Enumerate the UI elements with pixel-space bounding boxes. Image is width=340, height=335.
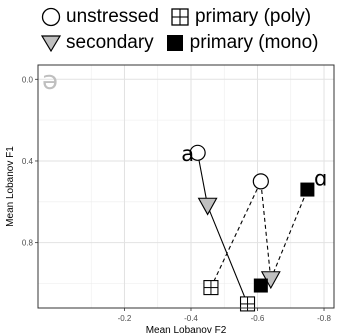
grid-lines [38,65,334,308]
legend-label-primary-mono: primary (mono) [189,32,319,53]
legend: unstressed primary (poly) secondary prim… [0,0,340,58]
connector-line-dashed [270,189,308,280]
circle-open-legend-icon [41,7,61,27]
marker-primary-poly [239,296,256,312]
square-filled-legend-icon [166,35,183,51]
plot-panel [38,65,334,308]
y-tick-label: 0.8 [22,239,34,248]
legend-row-2: secondary primary (mono) [40,30,328,56]
marker-secondary [197,197,218,216]
y-tick-label: 0.0 [22,75,34,84]
legend-item-unstressed: unstressed [40,6,159,28]
marker-primary-mono [300,182,315,197]
marker-unstressed [252,173,269,190]
connector-line-dashed [210,179,272,288]
x-tick-label: -0.6 [251,314,265,323]
x-axis-label: Mean Lobanov F2 [146,325,227,335]
marker-primary-mono [253,278,268,293]
legend-label-primary-poly: primary (poly) [194,6,312,27]
square-crossed-legend-icon [171,8,189,26]
panel-border [37,64,335,309]
legend-item-primary-mono: primary (mono) [164,32,319,54]
vowel-annotation: a [181,142,194,166]
x-tick-label: -0.2 [118,314,132,323]
legend-item-primary-poly: primary (poly) [169,6,311,28]
marker-unstressed [189,144,206,161]
x-tick-label: -0.8 [317,314,331,323]
legend-row-1: unstressed primary (poly) [40,4,321,30]
scatter-chart: -0.2 -0.4 -0.6 -0.8 0.0 0.4 0.8 Mean Lobanov F2… [5,64,335,335]
x-tick-label: -0.4 [184,314,198,323]
panel-label: ə [42,66,58,96]
triangle-down-legend-icon [40,35,62,53]
legend-item-secondary: secondary [40,32,154,54]
y-tick-label: 0.4 [22,157,34,166]
y-axis-label: Mean Lobanov F1 [5,146,16,227]
vowel-annotation: ɑ [314,166,327,190]
marker-primary-poly [203,280,219,296]
legend-label-secondary: secondary [66,32,154,53]
legend-label-unstressed: unstressed [66,6,159,27]
